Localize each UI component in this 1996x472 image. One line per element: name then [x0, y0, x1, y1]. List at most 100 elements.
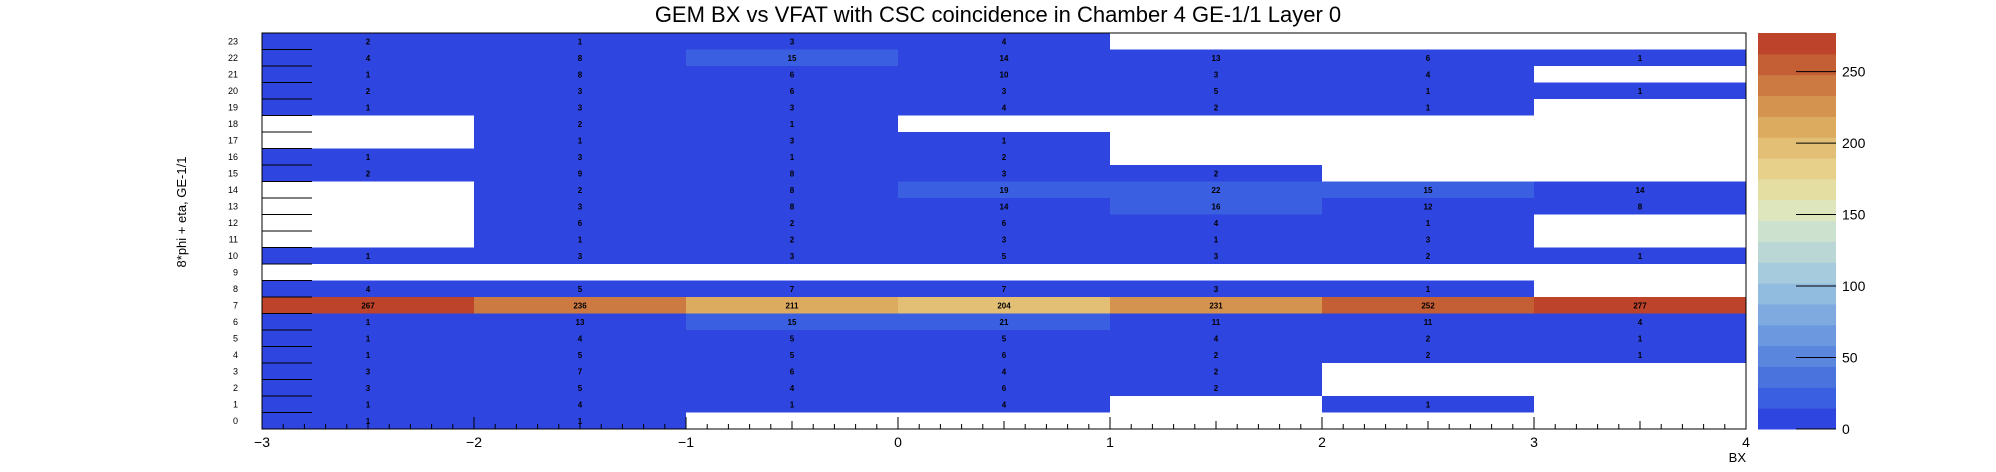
heatmap-cell	[474, 363, 686, 380]
heatmap-cell	[474, 379, 686, 396]
cell-value-label: 1	[790, 153, 795, 162]
heatmap-cell	[474, 214, 686, 231]
cell-value-label: 1	[366, 153, 371, 162]
y-tick-label: 22	[228, 53, 238, 63]
heatmap-cell	[686, 33, 898, 50]
y-tick-label: 8	[233, 284, 238, 294]
x-axis-title: BX	[1729, 450, 1747, 465]
heatmap-cell	[898, 33, 1110, 50]
cell-value-label: 4	[1426, 70, 1431, 79]
heatmap-cell	[474, 396, 686, 413]
heatmap-cell	[1110, 214, 1322, 231]
cell-value-label: 1	[1002, 136, 1007, 145]
heatmap-cell	[686, 346, 898, 363]
heatmap-cell	[474, 66, 686, 83]
cell-value-label: 5	[1214, 87, 1219, 96]
heatmap-cell	[474, 330, 686, 347]
cell-value-label: 3	[1002, 235, 1007, 244]
cell-value-label: 2	[366, 87, 371, 96]
cell-value-label: 8	[790, 202, 795, 211]
cell-value-label: 3	[790, 252, 795, 261]
cell-value-label: 6	[790, 367, 795, 376]
y-tick-label: 7	[233, 300, 238, 310]
color-scale-segment	[1758, 324, 1836, 347]
cell-value-label: 6	[1426, 54, 1431, 63]
cell-value-label: 6	[790, 87, 795, 96]
cell-value-label: 3	[1002, 169, 1007, 178]
cell-value-label: 14	[1000, 54, 1009, 63]
y-tick-label: 13	[228, 201, 238, 211]
color-scale-segment	[1758, 408, 1836, 430]
x-tick-label: −1	[678, 434, 694, 450]
heatmap-cell	[474, 181, 686, 198]
heatmap-cell	[1110, 297, 1322, 314]
y-tick-label: 4	[233, 350, 238, 360]
heatmap-cell	[1322, 247, 1534, 264]
cell-value-label: 21	[1000, 318, 1009, 327]
y-tick-label: 16	[228, 152, 238, 162]
color-scale-label: 150	[1842, 207, 1866, 223]
cell-value-label: 2	[1214, 384, 1219, 393]
heatmap-cell	[898, 247, 1110, 264]
y-tick-label: 10	[228, 251, 238, 261]
cell-value-label: 3	[790, 37, 795, 46]
cell-value-label: 2	[1426, 252, 1431, 261]
color-scale-segment	[1758, 366, 1836, 388]
heatmap-cell	[1110, 181, 1322, 198]
heatmap-cell	[898, 313, 1110, 330]
cell-value-label: 2	[366, 169, 371, 178]
y-tick-label: 19	[228, 102, 238, 112]
cell-value-label: 5	[1002, 334, 1007, 343]
cell-value-label: 3	[578, 87, 583, 96]
cell-value-label: 1	[1426, 219, 1431, 228]
cell-value-label: 4	[366, 285, 371, 294]
heatmap-cell	[262, 412, 474, 429]
cell-value-label: 1	[1638, 87, 1643, 96]
color-scale-segment	[1758, 116, 1836, 138]
cell-value-label: 6	[1002, 219, 1007, 228]
y-tick-label: 1	[233, 399, 238, 409]
cell-value-label: 6	[790, 70, 795, 79]
y-tick-label: 2	[233, 383, 238, 393]
cell-value-label: 8	[1638, 202, 1643, 211]
color-scale-segment	[1758, 262, 1836, 284]
heatmap-cell	[474, 115, 686, 132]
cell-value-label: 5	[578, 351, 583, 360]
cell-value-label: 4	[1002, 37, 1007, 46]
heatmap-cell	[262, 99, 474, 116]
cell-value-label: 1	[366, 400, 371, 409]
cell-value-label: 1	[366, 351, 371, 360]
heatmap-cell	[686, 198, 898, 215]
heatmap-cell	[474, 346, 686, 363]
heatmap-cells	[262, 33, 1746, 429]
y-tick-label: 18	[228, 119, 238, 129]
heatmap-cell	[474, 313, 686, 330]
cell-value-label: 4	[1002, 103, 1007, 112]
cell-value-label: 3	[790, 136, 795, 145]
heatmap-cell	[1110, 346, 1322, 363]
cell-value-label: 4	[366, 54, 371, 63]
cell-value-label: 231	[1209, 301, 1223, 310]
heatmap-cell	[898, 214, 1110, 231]
heatmap-cell	[898, 363, 1110, 380]
cell-value-label: 1	[1214, 235, 1219, 244]
heatmap-cell	[1110, 363, 1322, 380]
heatmap-cell	[686, 214, 898, 231]
cell-value-label: 15	[1424, 186, 1433, 195]
heatmap-cell	[686, 99, 898, 116]
cell-value-label: 8	[578, 54, 583, 63]
cell-value-label: 2	[366, 37, 371, 46]
color-scale-label: 100	[1842, 278, 1866, 294]
heatmap-cell	[686, 115, 898, 132]
cell-value-label: 4	[790, 384, 795, 393]
cell-value-label: 9	[578, 169, 583, 178]
heatmap-cell	[1322, 99, 1534, 116]
cell-value-label: 2	[1214, 103, 1219, 112]
color-scale-segment	[1758, 158, 1836, 180]
heatmap-cell	[1110, 247, 1322, 264]
heatmap-cell	[1534, 297, 1746, 314]
cell-value-label: 22	[1212, 186, 1221, 195]
heatmap-cell	[898, 165, 1110, 182]
cell-value-label: 5	[578, 285, 583, 294]
